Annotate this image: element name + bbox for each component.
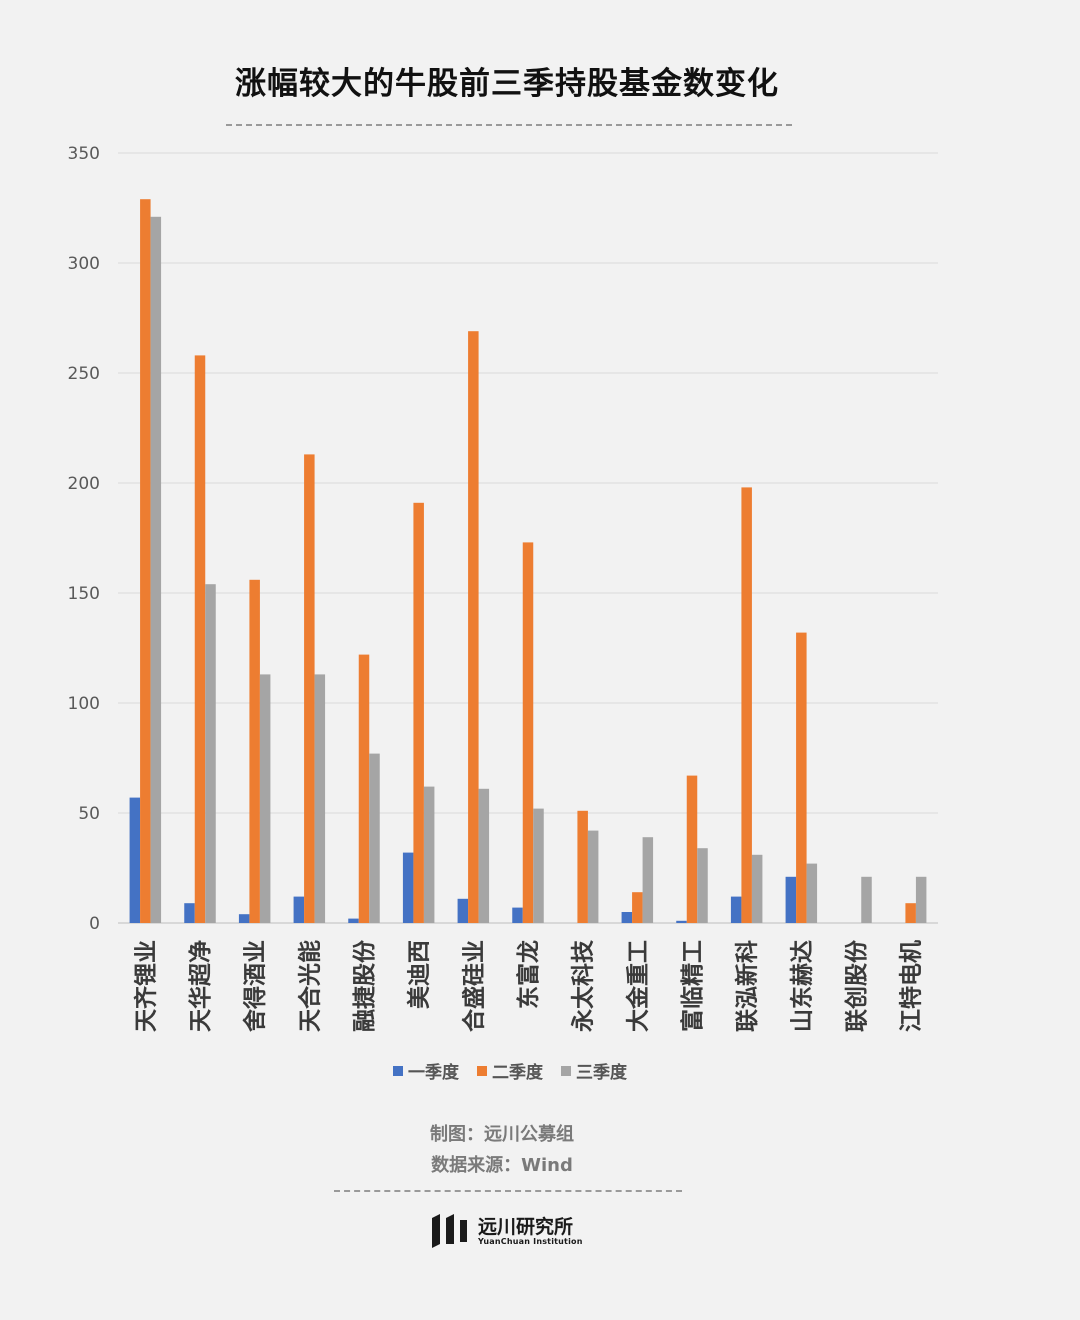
y-tick-label: 300 xyxy=(68,254,100,274)
bar xyxy=(348,918,359,923)
legend-item-q2: 二季度 xyxy=(477,1058,543,1083)
bar xyxy=(184,903,195,923)
x-category-label: 山东赫达 xyxy=(788,940,815,1032)
title-divider xyxy=(226,124,792,126)
bar xyxy=(751,854,763,923)
data-source: 数据来源：Wind xyxy=(431,1155,573,1176)
bar xyxy=(129,797,141,923)
bar xyxy=(512,907,523,923)
bar xyxy=(249,579,260,923)
y-tick-label: 350 xyxy=(68,144,100,164)
bar xyxy=(205,584,216,923)
bar xyxy=(697,848,708,923)
legend-swatch-q2 xyxy=(477,1065,487,1076)
bar xyxy=(642,837,654,923)
legend-label-q3: 三季度 xyxy=(576,1063,627,1083)
y-tick-label: 50 xyxy=(78,804,100,824)
legend: 一季度 二季度 三季度 xyxy=(0,1058,1020,1083)
x-category-label: 江特电机 xyxy=(899,940,925,1032)
bar xyxy=(140,199,151,923)
bar xyxy=(468,331,479,923)
bar xyxy=(741,487,752,923)
bar xyxy=(304,454,315,923)
footer-divider xyxy=(334,1190,682,1192)
bar xyxy=(587,830,599,923)
brand-logo: 远川研究所 YuanChuan Institution xyxy=(432,1214,583,1248)
x-category-label: 融捷股份 xyxy=(352,939,378,1032)
bar xyxy=(730,896,742,923)
bar xyxy=(457,898,469,923)
bar xyxy=(293,896,305,923)
x-category-label: 富临精工 xyxy=(679,940,706,1032)
chart-credit: 制图：远川公募组 xyxy=(430,1124,574,1145)
x-category-label: 舍得酒业 xyxy=(242,940,269,1032)
legend-swatch-q1 xyxy=(393,1065,403,1076)
bar xyxy=(676,920,687,923)
x-category-label: 美迪西 xyxy=(406,940,433,1009)
bar xyxy=(632,892,643,923)
legend-label-q1: 一季度 xyxy=(408,1063,459,1083)
x-category-label: 合盛硅业 xyxy=(460,940,487,1032)
brand-name: 远川研究所 xyxy=(478,1215,574,1238)
x-category-label: 东富龙 xyxy=(515,940,542,1009)
bar xyxy=(785,876,797,923)
x-category-label: 天华超净 xyxy=(187,940,214,1032)
bar xyxy=(358,654,370,923)
chart-title: 涨幅较大的牛股前三季持股基金数变化 xyxy=(235,66,779,102)
bar xyxy=(806,863,818,923)
bar xyxy=(577,810,588,923)
brand-subtitle: YuanChuan Institution xyxy=(478,1236,583,1246)
x-category-label: 永太科技 xyxy=(571,939,597,1032)
legend-item-q1: 一季度 xyxy=(393,1058,459,1083)
bar xyxy=(861,876,872,923)
legend-item-q3: 三季度 xyxy=(561,1058,627,1083)
legend-swatch-q3 xyxy=(561,1065,571,1076)
bar xyxy=(413,502,424,923)
bar xyxy=(905,903,916,923)
bar xyxy=(194,355,206,923)
bar xyxy=(150,216,162,924)
y-tick-label: 100 xyxy=(68,694,100,714)
bar xyxy=(686,775,698,923)
x-category-label: 天合光能 xyxy=(296,940,323,1032)
legend-label-q2: 二季度 xyxy=(492,1063,543,1083)
bar xyxy=(478,788,490,923)
x-category-label: 联泓新科 xyxy=(734,940,761,1032)
x-category-label: 大金重工 xyxy=(624,940,651,1032)
bar xyxy=(621,912,633,923)
bar xyxy=(796,632,807,923)
bar xyxy=(423,786,435,923)
y-tick-label: 200 xyxy=(68,474,100,494)
bar xyxy=(402,852,414,923)
bar xyxy=(238,914,250,923)
brand-mark-icon xyxy=(432,1214,467,1248)
bar-chart: 0 50 100 150 200 250 300 350 天齐锂业 天华超净 舍得酒业 天合光能 融捷股… xyxy=(68,144,938,1032)
bar xyxy=(915,876,927,923)
bar xyxy=(369,753,380,923)
bar xyxy=(259,674,271,923)
bar xyxy=(314,674,326,923)
bar xyxy=(522,542,534,923)
bar xyxy=(533,808,544,923)
y-tick-label: 150 xyxy=(68,584,100,604)
x-category-label: 天齐锂业 xyxy=(132,940,159,1032)
x-category-label: 联创股份 xyxy=(844,939,870,1032)
y-tick-label: 250 xyxy=(68,364,100,384)
y-tick-label: 0 xyxy=(89,914,100,934)
